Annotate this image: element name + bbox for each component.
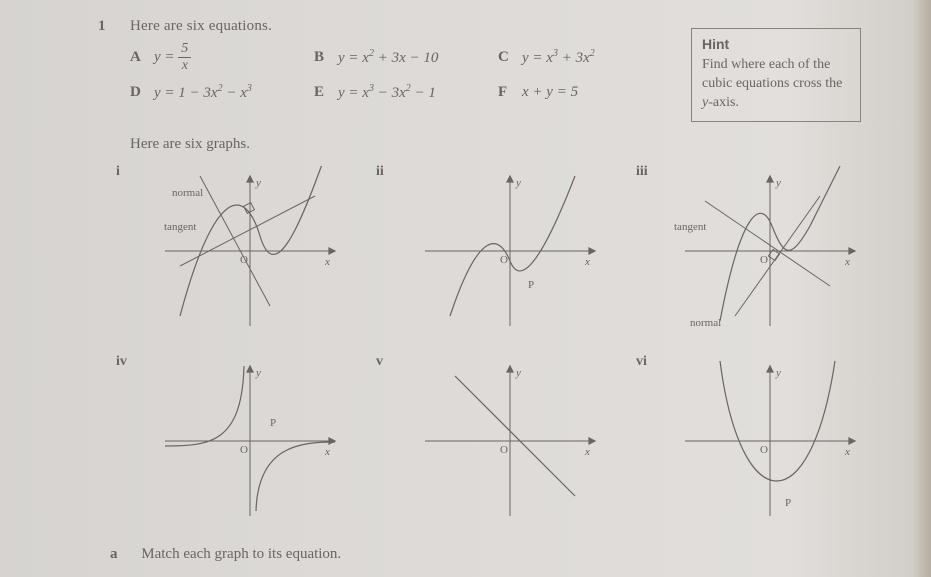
svg-text:P: P — [785, 497, 791, 509]
graph-numeral: v — [376, 354, 383, 370]
svg-text:x: x — [584, 446, 590, 458]
equations-block: A y = 5x B y = x2 + 3x − 10 C y = x3 + 3… — [130, 42, 690, 102]
eq-d: y = 1 − 3x2 − x3 — [154, 83, 314, 102]
eq-label-e: E — [314, 84, 338, 101]
eq-label-d: D — [130, 84, 154, 101]
eq-a: y = 5x — [154, 42, 314, 73]
svg-text:O: O — [760, 444, 768, 456]
graph-iii: iii Ox y tangent normal — [630, 160, 890, 340]
intro-equations: Here are six equations. — [130, 18, 272, 35]
svg-text:x: x — [844, 256, 850, 268]
graph-vi: vi Ox y P — [630, 350, 890, 530]
svg-text:O: O — [240, 444, 248, 456]
svg-text:normal: normal — [690, 317, 721, 329]
svg-text:P: P — [270, 417, 276, 429]
svg-text:y: y — [255, 177, 261, 189]
svg-text:y: y — [775, 177, 781, 189]
svg-text:normal: normal — [172, 187, 203, 199]
svg-text:y: y — [515, 177, 521, 189]
eq-f: x + y = 5 — [522, 84, 662, 101]
hint-title: Hint — [702, 35, 850, 54]
svg-text:P: P — [528, 279, 534, 291]
svg-text:O: O — [500, 444, 508, 456]
svg-text:tangent: tangent — [674, 221, 706, 233]
svg-text:x: x — [324, 446, 330, 458]
graph-i: i Ox y normal tangent — [110, 160, 370, 340]
intro-graphs: Here are six graphs. — [130, 136, 250, 153]
part-a-label: a — [110, 546, 118, 562]
eq-e: y = x3 − 3x2 − 1 — [338, 83, 498, 102]
graphs-grid: i Ox y normal tangent ii Ox y Piii Ox y tangent norm… — [110, 160, 900, 530]
graph-numeral: iv — [116, 354, 127, 370]
part-a: a Match each graph to its equation. — [110, 546, 341, 563]
eq-c: y = x3 + 3x2 — [522, 48, 662, 67]
graph-numeral: ii — [376, 164, 384, 180]
svg-text:y: y — [775, 367, 781, 379]
page: 1 Here are six equations. A y = 5x B y =… — [0, 0, 931, 577]
hint-body: Find where each of the cubic equations c… — [702, 57, 842, 110]
svg-text:tangent: tangent — [164, 221, 196, 233]
eq-label-c: C — [498, 49, 522, 66]
graph-numeral: vi — [636, 354, 647, 370]
svg-text:O: O — [240, 254, 248, 266]
hint-box: Hint Find where each of the cubic equati… — [691, 28, 861, 122]
svg-text:y: y — [515, 367, 521, 379]
graph-iv: iv Ox y P — [110, 350, 370, 530]
eq-label-f: F — [498, 84, 522, 101]
graph-ii: ii Ox y P — [370, 160, 630, 340]
eq-label-a: A — [130, 49, 154, 66]
svg-text:x: x — [584, 256, 590, 268]
part-a-text: Match each graph to its equation. — [141, 546, 341, 562]
eq-label-b: B — [314, 49, 338, 66]
svg-text:x: x — [324, 256, 330, 268]
graph-v: v Ox y — [370, 350, 630, 530]
graph-numeral: iii — [636, 164, 648, 180]
svg-text:y: y — [255, 367, 261, 379]
svg-text:x: x — [844, 446, 850, 458]
svg-text:O: O — [760, 254, 768, 266]
svg-text:O: O — [500, 254, 508, 266]
question-number: 1 — [98, 18, 106, 35]
eq-b: y = x2 + 3x − 10 — [338, 48, 498, 67]
graph-numeral: i — [116, 164, 120, 180]
